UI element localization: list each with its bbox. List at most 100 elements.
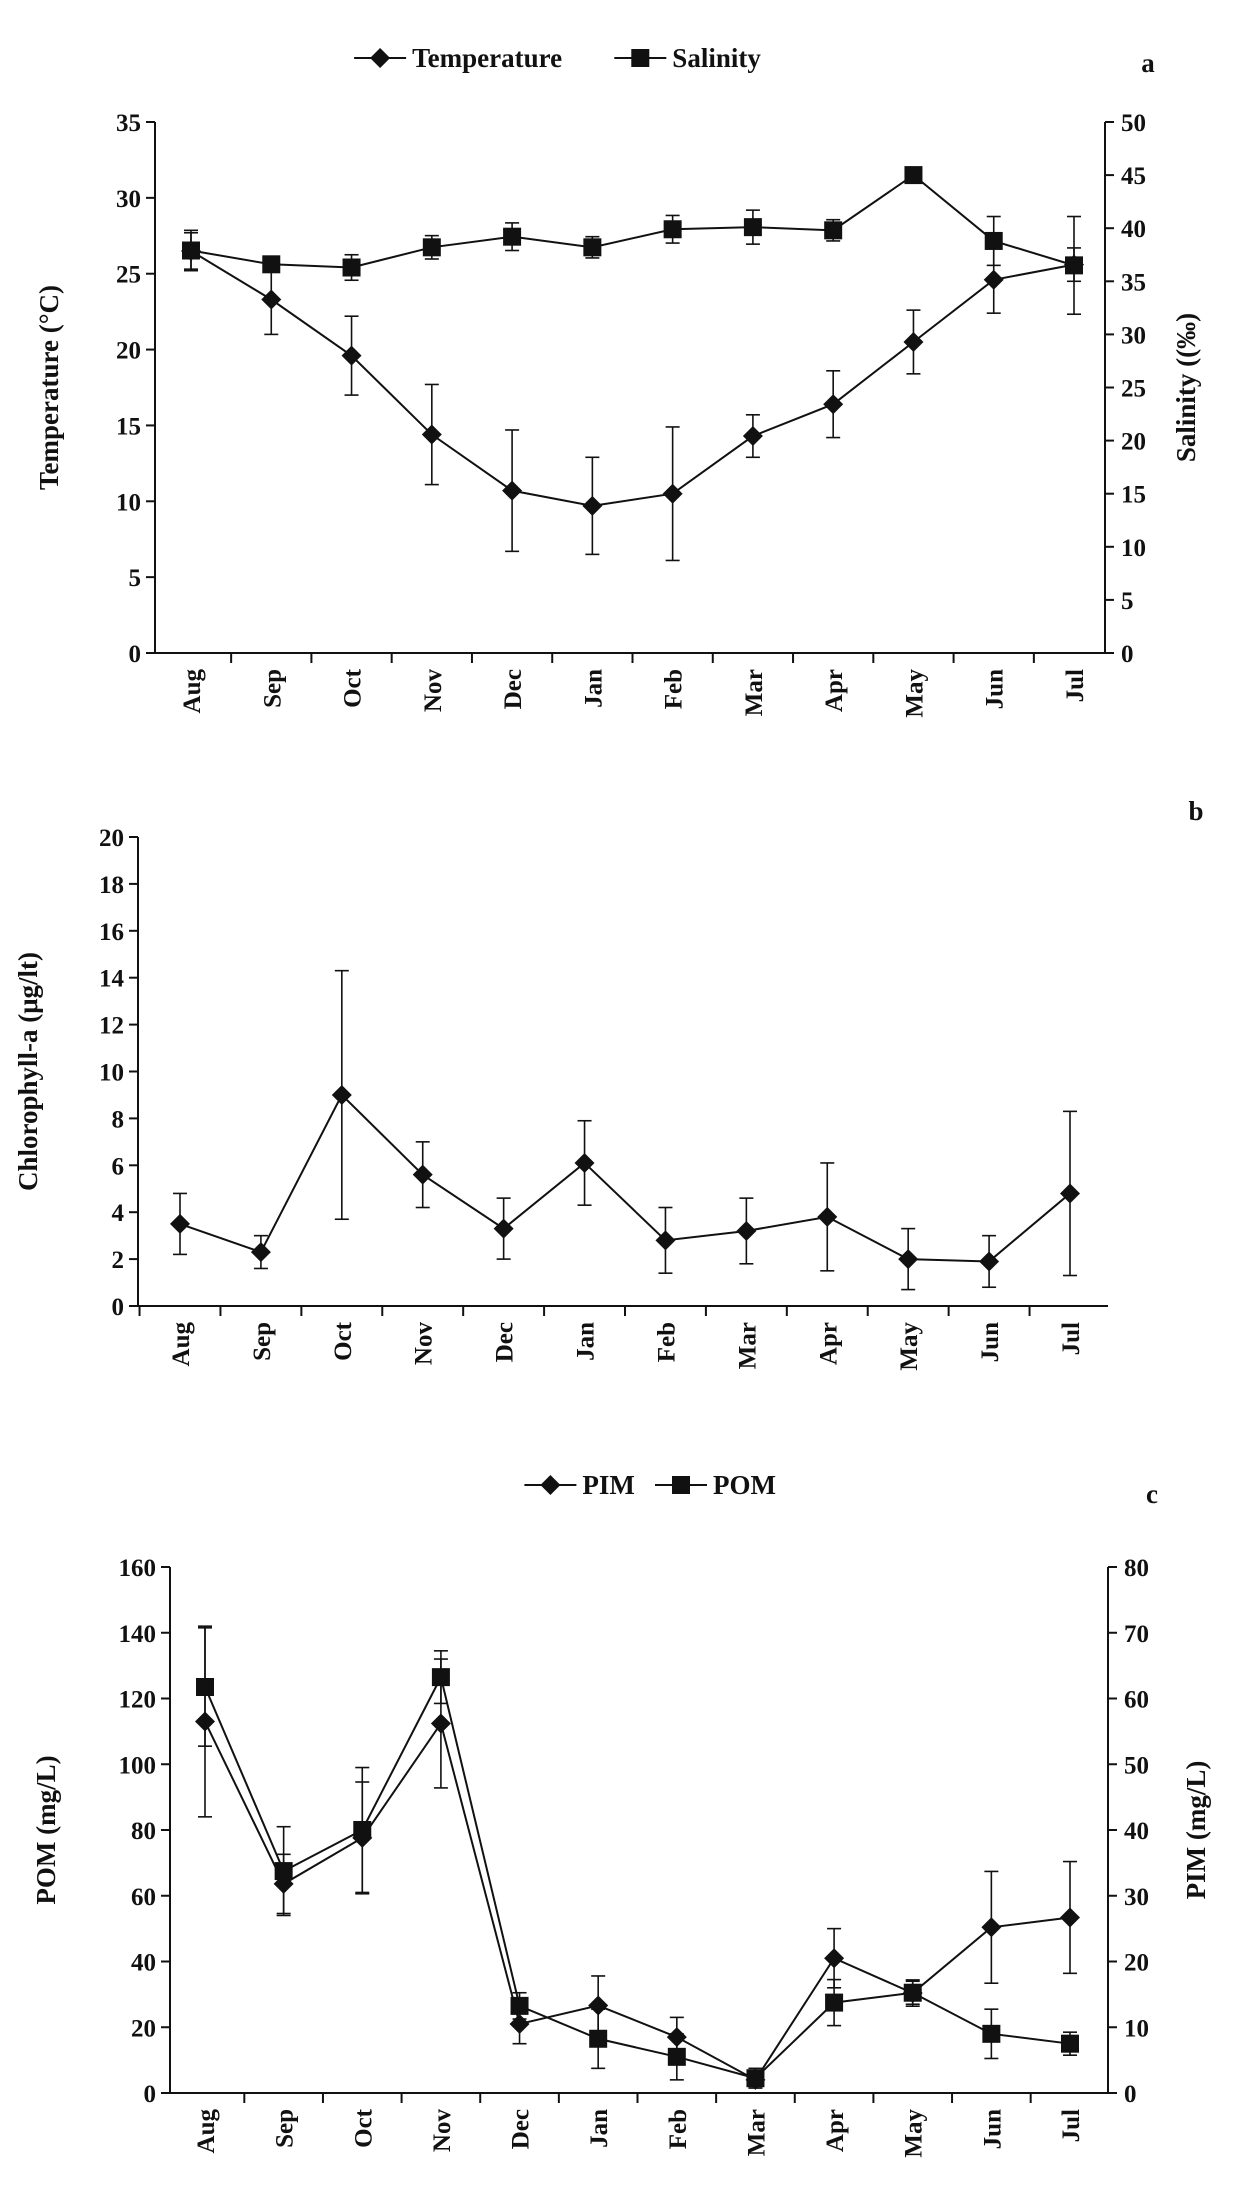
data-point xyxy=(262,255,281,274)
data-point xyxy=(589,2029,608,2048)
y-axis-title: Temperature (°C) xyxy=(34,285,64,490)
legend-marker-temperature xyxy=(370,48,391,68)
x-tick-label: Mar xyxy=(743,2109,770,2156)
y2-tick-label: 0 xyxy=(1124,2081,1137,2108)
y2-tick-label: 25 xyxy=(1121,376,1146,403)
x-tick-label: May xyxy=(896,1322,923,1371)
y-tick-label: 0 xyxy=(144,2081,157,2108)
y-tick-label: 80 xyxy=(131,1818,156,1845)
y-tick-label: 15 xyxy=(116,413,141,440)
data-point xyxy=(981,1917,1002,1938)
y-tick-label: 0 xyxy=(112,1294,125,1321)
legend-label-temperature: Temperature xyxy=(412,43,562,73)
data-point xyxy=(331,1084,352,1105)
y2-tick-label: 60 xyxy=(1124,1687,1149,1714)
data-point xyxy=(823,394,844,415)
y2-tick-label: 35 xyxy=(1121,269,1146,296)
legend-marker-pim xyxy=(540,1475,561,1495)
series-line xyxy=(190,173,1075,269)
x-tick-label: Jul xyxy=(1062,669,1089,702)
x-tick-label: Dec xyxy=(492,1322,519,1362)
data-point xyxy=(196,1677,214,1696)
legend-label-salinity: Salinity xyxy=(672,43,761,73)
series-pom xyxy=(196,1627,1079,2089)
y-tick-label: 12 xyxy=(99,1013,124,1040)
data-point xyxy=(824,1948,845,1969)
y-tick-label: 20 xyxy=(99,825,124,852)
data-point xyxy=(431,1668,450,1687)
chart-panel-a: 0 5 10 15 20 25 30 35 0 5 10 15 20 25 30 35 40 45 50 Aug Sep… xyxy=(34,43,1201,718)
y2-tick-label: 80 xyxy=(1124,1555,1149,1582)
x-tick-label: Mar xyxy=(734,1322,761,1369)
data-point xyxy=(663,220,682,239)
x-tick-label: Jan xyxy=(580,669,607,708)
data-point xyxy=(904,166,923,185)
y2-tick-label: 30 xyxy=(1124,1884,1149,1911)
y-tick-label: 20 xyxy=(131,2015,156,2042)
data-point xyxy=(742,426,763,447)
data-point xyxy=(503,227,522,246)
y2-tick-label: 15 xyxy=(1121,482,1146,509)
x-tick-label: Jun xyxy=(977,1322,1004,1362)
legend-label-pom: POM xyxy=(713,1470,776,1500)
y2-tick-label: 50 xyxy=(1121,110,1146,137)
panel-letter: c xyxy=(1146,1479,1158,1509)
data-point xyxy=(274,1862,293,1881)
y-tick-label: 140 xyxy=(119,1621,157,1648)
y-tick-label: 2 xyxy=(112,1247,125,1274)
y2-tick-label: 5 xyxy=(1121,588,1134,615)
x-tick-label: Mar xyxy=(741,669,768,716)
data-point xyxy=(983,269,1004,290)
data-point xyxy=(170,1213,190,1234)
x-tick-label: Jul xyxy=(1058,1322,1085,1355)
y2-tick-label: 40 xyxy=(1124,1818,1149,1845)
y2-axis-title: PIM (mg/L) xyxy=(1181,1761,1211,1900)
x-tick-label: Sep xyxy=(249,1322,276,1361)
legend: Temperature Salinity xyxy=(354,43,761,73)
data-point xyxy=(825,1993,844,2012)
x-tick-label: Apr xyxy=(815,1322,842,1365)
x-tick-label: Jan xyxy=(573,1322,600,1361)
series-temperature xyxy=(181,231,1084,562)
data-point xyxy=(421,424,442,445)
data-point xyxy=(984,231,1003,250)
data-point xyxy=(583,238,602,257)
x-tick-label: May xyxy=(901,2109,928,2158)
series-salinity xyxy=(182,166,1083,316)
series-data xyxy=(170,969,1080,1291)
x-tick-label: Oct xyxy=(340,668,367,708)
data-point xyxy=(817,1206,838,1227)
x-tick-label: Nov xyxy=(411,1322,438,1366)
x-tick-label: Feb xyxy=(661,669,688,709)
legend: PIM POM xyxy=(524,1470,776,1500)
data-point xyxy=(493,1218,514,1239)
data-point xyxy=(667,2047,686,2066)
series-pim xyxy=(195,1625,1080,2090)
y2-tick-label: 70 xyxy=(1124,1621,1149,1648)
y2-tick-label: 30 xyxy=(1121,322,1146,349)
y-tick-label: 35 xyxy=(116,110,141,137)
data-point xyxy=(736,1220,757,1241)
legend-label-pim: PIM xyxy=(582,1470,634,1500)
x-tick-label: Aug xyxy=(168,1322,195,1367)
data-point xyxy=(1060,1907,1080,1928)
y-tick-label: 40 xyxy=(131,1950,156,1977)
x-tick-label: Aug xyxy=(179,669,206,714)
series-line xyxy=(204,1674,1071,2080)
data-point xyxy=(903,331,924,352)
y-tick-label: 30 xyxy=(116,186,141,213)
data-point xyxy=(261,289,282,310)
y2-tick-label: 45 xyxy=(1121,163,1146,190)
y-tick-label: 16 xyxy=(99,919,124,946)
x-tick-label: Jun xyxy=(982,669,1009,709)
y2-tick-label: 10 xyxy=(1121,535,1146,562)
x-tick-label: Nov xyxy=(420,669,447,713)
y-tick-label: 100 xyxy=(119,1752,157,1779)
x-tick-label: Oct xyxy=(330,1321,357,1361)
data-point xyxy=(1060,1183,1080,1204)
data-point xyxy=(662,483,683,504)
data-point xyxy=(502,480,523,501)
data-point xyxy=(746,2069,765,2088)
data-point xyxy=(1065,256,1083,275)
y-tick-label: 6 xyxy=(112,1153,125,1180)
